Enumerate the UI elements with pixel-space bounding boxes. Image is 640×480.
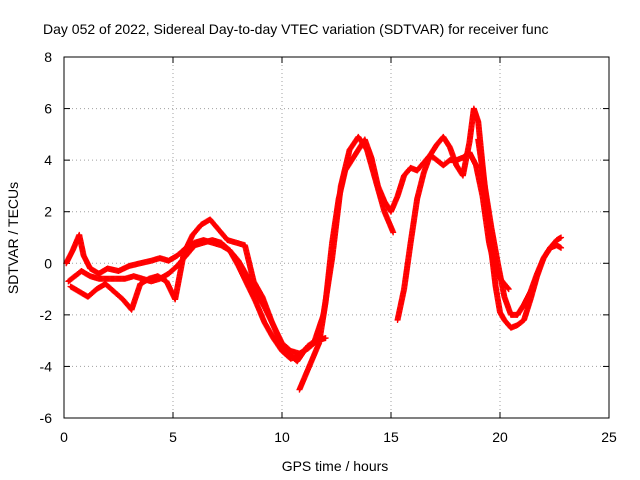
y-tick-label: 0 — [44, 255, 52, 271]
y-tick-label: 4 — [44, 152, 52, 168]
data-point — [558, 244, 565, 251]
series-track-6 — [475, 136, 565, 318]
x-tick-label: 10 — [274, 429, 290, 445]
x-tick-label: 15 — [383, 429, 399, 445]
x-axis-label: GPS time / hours — [282, 458, 389, 474]
y-tick-label: 6 — [44, 101, 52, 117]
y-axis-label: SDTVAR / TECUs — [5, 182, 21, 294]
series-track-4 — [296, 136, 512, 393]
plot-frame — [63, 56, 610, 419]
y-tick-label: -6 — [40, 410, 53, 426]
data-point — [504, 285, 511, 292]
series-track-2 — [65, 237, 329, 357]
y-tick-label: 2 — [44, 204, 52, 220]
series-group — [63, 105, 565, 393]
data-point — [390, 229, 397, 236]
y-tick-label: 8 — [44, 49, 52, 65]
data-point — [322, 335, 329, 342]
chart-title: Day 052 of 2022, Sidereal Day-to-day VTE… — [43, 21, 549, 37]
y-tick-label: -4 — [40, 358, 53, 374]
data-point — [505, 286, 512, 293]
x-tick-label: 20 — [492, 429, 508, 445]
x-tick-label: 25 — [601, 429, 617, 445]
x-tick-label: 0 — [60, 429, 68, 445]
y-tick-label: -2 — [40, 307, 53, 323]
x-tick-label: 5 — [169, 429, 177, 445]
data-point — [558, 234, 565, 241]
